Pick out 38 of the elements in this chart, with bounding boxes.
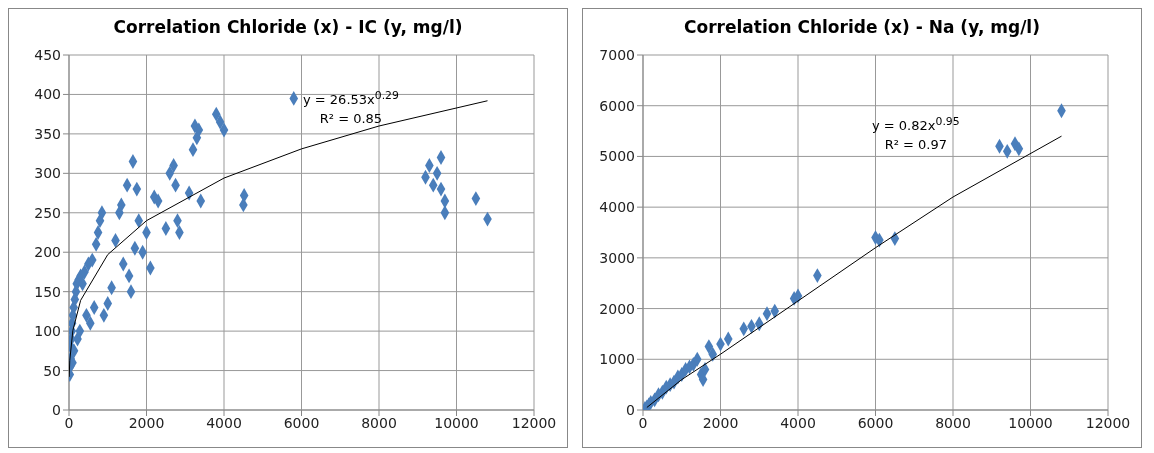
x-tick-label: 12000 xyxy=(1085,414,1131,431)
x-tick-label: 6000 xyxy=(283,414,320,431)
x-tick-label: 10000 xyxy=(1008,414,1053,431)
y-tick-label: 300 xyxy=(34,165,61,182)
x-tick-label: 2000 xyxy=(128,414,165,431)
y-tick-label: 4000 xyxy=(599,199,635,216)
y-tick-label: 100 xyxy=(34,323,61,340)
y-tick-label: 5000 xyxy=(599,148,635,165)
x-tick-label: 12000 xyxy=(511,414,557,431)
x-tick-label: 8000 xyxy=(361,414,397,431)
x-tick-label: 4000 xyxy=(206,414,242,431)
annotation: y = 26.53x$^{0.29}$ xyxy=(303,88,399,110)
x-tick-label: 8000 xyxy=(935,414,971,431)
annotation: R² = 0.97 xyxy=(883,136,948,155)
chart-title: Correlation Chloride (x) - IC (y, mg/l) xyxy=(112,17,464,39)
y-tick-label: 6000 xyxy=(599,97,635,114)
y-tick-label: 50 xyxy=(43,362,61,379)
y-tick-label: 0 xyxy=(626,401,635,418)
annotation: y = 0.82x$^{0.95}$ xyxy=(872,114,960,136)
y-tick-label: 0 xyxy=(52,401,61,418)
annotation: R² = 0.85 xyxy=(318,110,384,129)
chart-title: Correlation Chloride (x) - Na (y, mg/l) xyxy=(683,17,1041,39)
y-tick-label: 150 xyxy=(34,283,61,300)
y-tick-label: 350 xyxy=(34,125,61,142)
x-tick-label: 6000 xyxy=(857,414,894,431)
y-tick-label: 250 xyxy=(34,204,61,221)
y-tick-label: 1000 xyxy=(599,351,635,368)
y-tick-label: 7000 xyxy=(599,46,635,63)
x-tick-label: 0 xyxy=(638,414,648,431)
x-tick-label: 2000 xyxy=(702,414,739,431)
y-tick-label: 2000 xyxy=(599,300,635,317)
y-tick-label: 450 xyxy=(34,46,61,63)
x-tick-label: 0 xyxy=(64,414,74,431)
y-tick-label: 400 xyxy=(34,86,61,103)
y-tick-label: 3000 xyxy=(599,249,635,266)
y-tick-label: 200 xyxy=(34,244,61,261)
x-tick-label: 10000 xyxy=(434,414,479,431)
x-tick-label: 4000 xyxy=(780,414,816,431)
